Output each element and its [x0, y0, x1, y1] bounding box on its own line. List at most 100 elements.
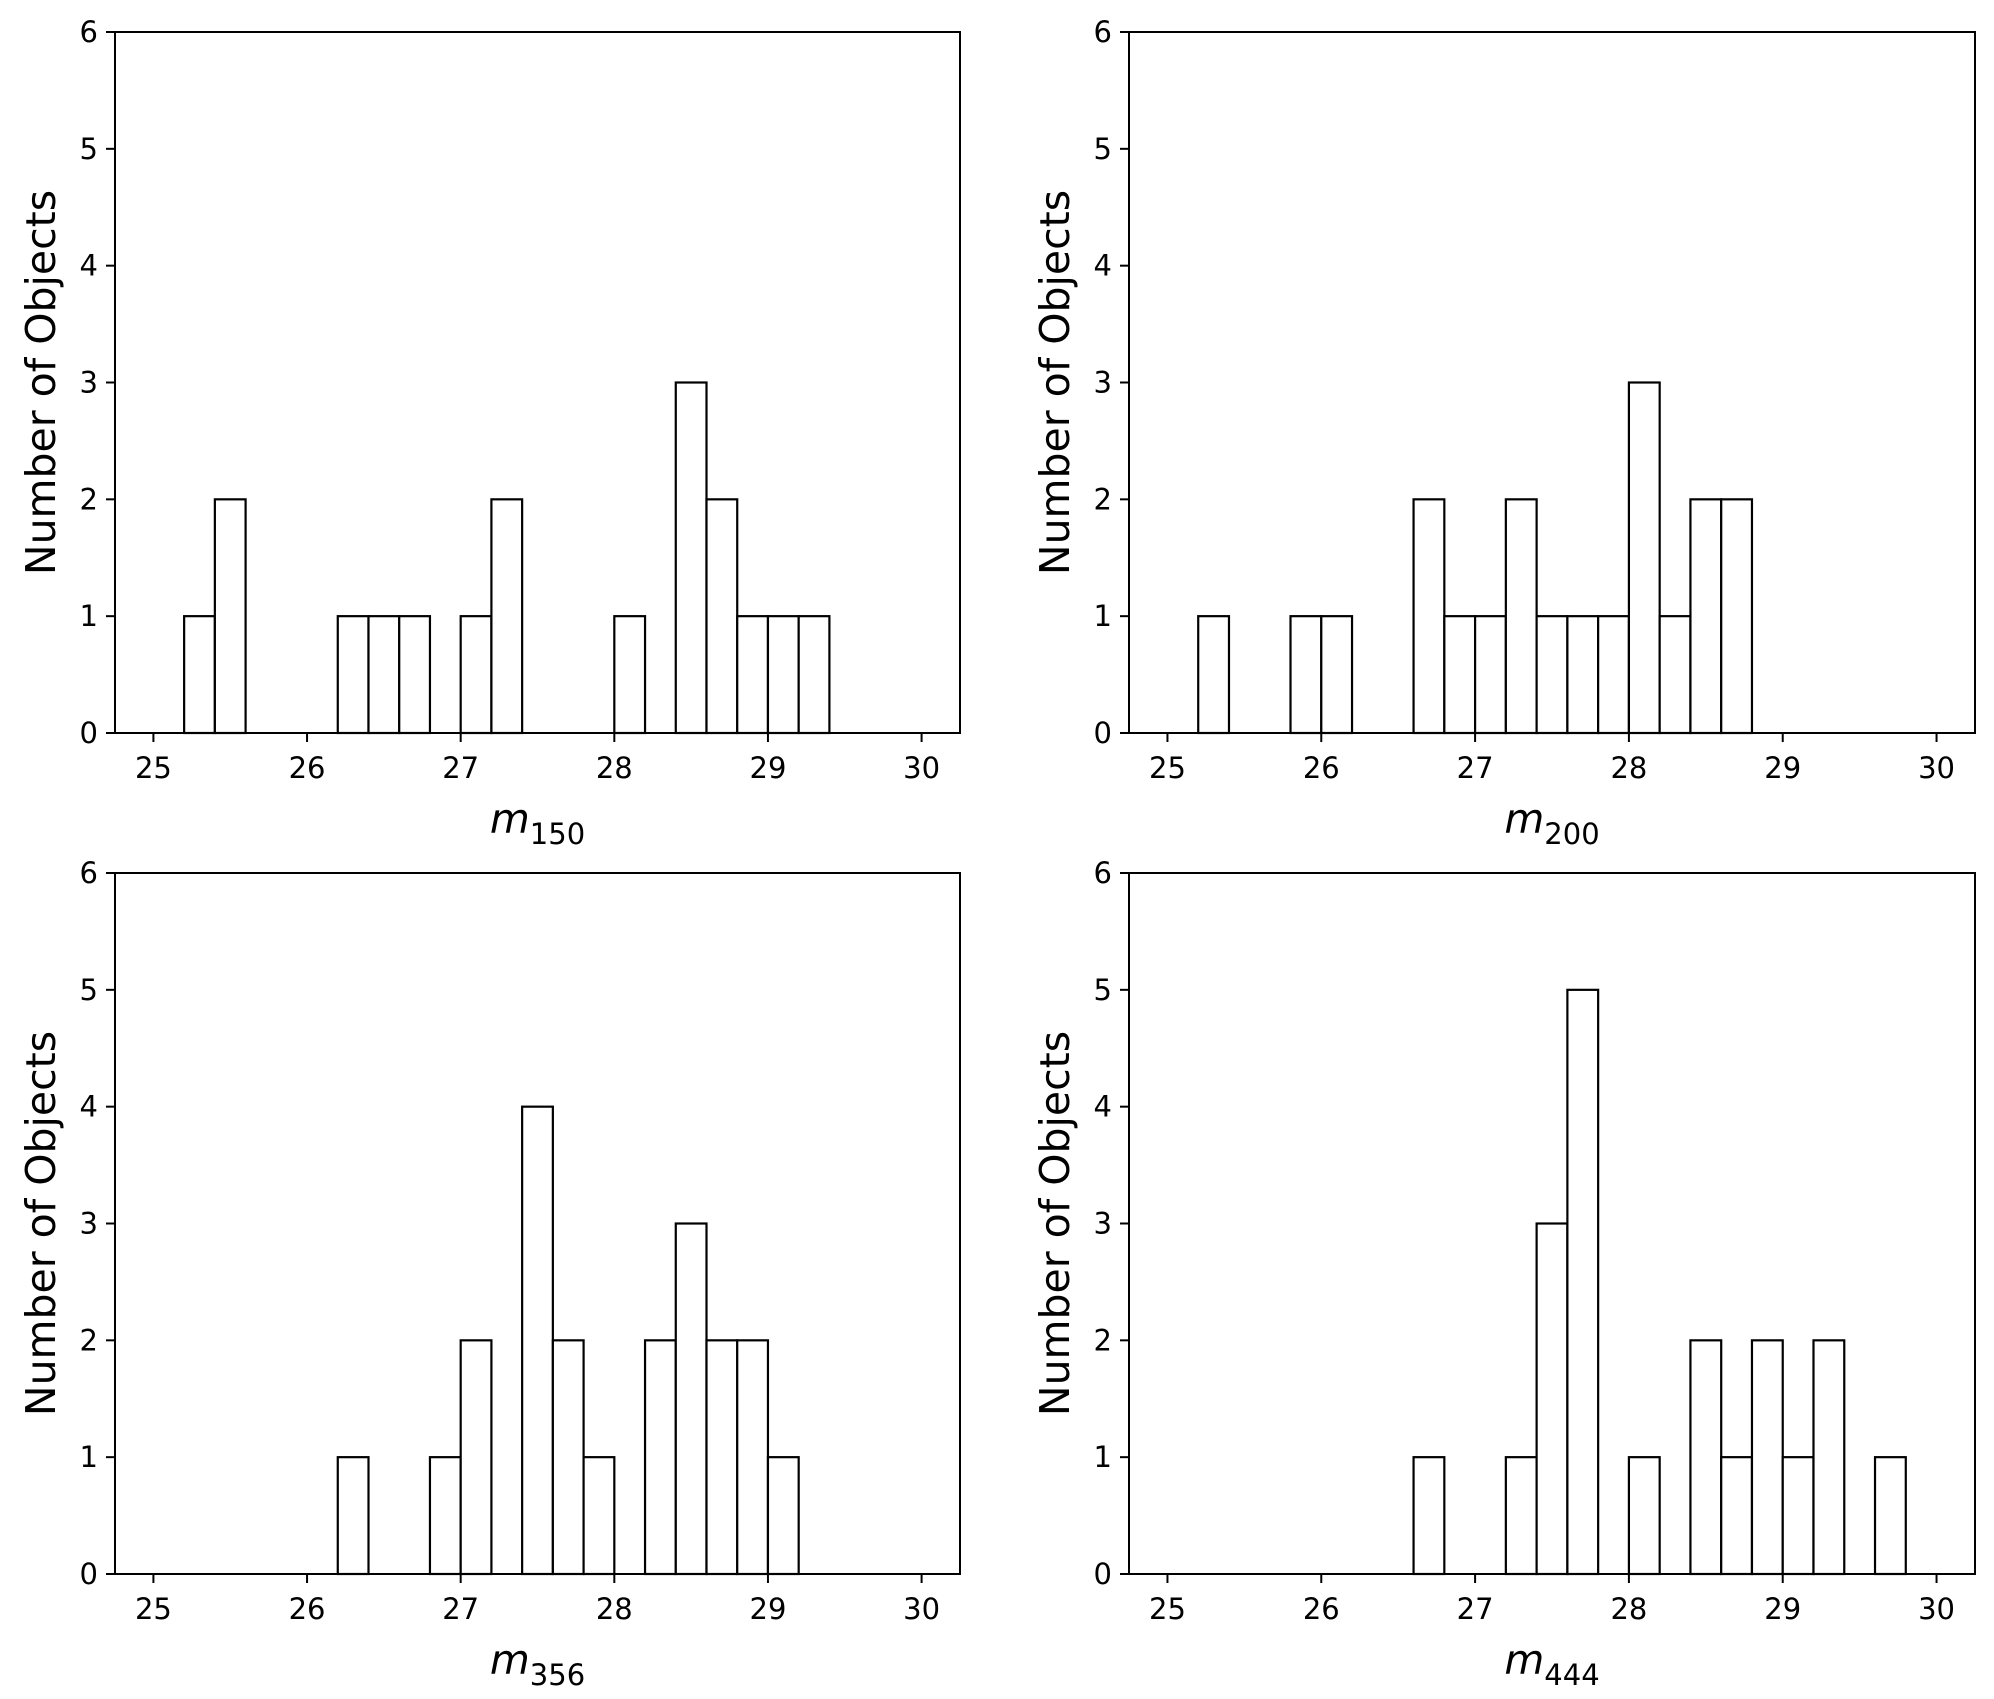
y-tick-label: 6 [1094, 15, 1112, 49]
histogram-bar [1873, 1456, 1907, 1576]
x-tick-label: 29 [750, 751, 787, 785]
histogram-bar [459, 1339, 493, 1576]
histogram-bar [1566, 615, 1600, 735]
y-tick-label: 2 [80, 1323, 98, 1357]
y-tick-label: 0 [1094, 716, 1112, 750]
y-tick-label: 1 [1094, 599, 1112, 633]
histogram-bar [1689, 1339, 1723, 1576]
y-tick-label: 0 [80, 716, 98, 750]
y-tick-label: 3 [80, 1207, 98, 1241]
histogram-bar [1320, 615, 1354, 735]
histogram-bar [490, 498, 524, 735]
x-axis-label-subscript: 200 [1544, 817, 1599, 851]
histogram-bar [736, 1339, 770, 1576]
histogram-bar [613, 615, 647, 735]
y-tick-label: 6 [80, 856, 98, 890]
histogram-bar [1689, 498, 1723, 735]
x-tick-label: 28 [1610, 751, 1647, 785]
y-tick-label: 1 [1094, 1440, 1112, 1474]
histogram-bar [1750, 1339, 1784, 1576]
x-axis-label-variable: m [1504, 795, 1544, 843]
histogram-bar [705, 1339, 739, 1576]
y-axis-label: Number of Objects [17, 1031, 65, 1416]
histogram-bar [428, 1456, 462, 1576]
histogram-bar [674, 1222, 708, 1576]
histogram-bar [459, 615, 493, 735]
x-tick-label: 27 [1457, 1592, 1494, 1626]
x-tick-label: 30 [903, 1592, 940, 1626]
y-tick-label: 4 [80, 1090, 98, 1124]
histogram-panel-4: 25 26 27 28 29 30 0 1 2 3 4 5 6 Number of Objects m444 [1031, 856, 1976, 1692]
x-tick-label: 29 [1764, 751, 1801, 785]
x-axis-label: m356 [490, 1636, 585, 1692]
histogram-bar [1566, 988, 1600, 1576]
histogram-bar [1443, 615, 1477, 735]
histogram-bar [582, 1456, 616, 1576]
histogram-bar [736, 615, 770, 735]
x-axis-label-subscript: 444 [1544, 1658, 1599, 1692]
histogram-bar [1535, 615, 1569, 735]
y-tick-label: 2 [80, 482, 98, 516]
y-tick-label: 2 [1094, 482, 1112, 516]
x-axis-label-subscript: 356 [530, 1658, 585, 1692]
histogram-bar [705, 498, 739, 735]
y-axis-label: Number of Objects [1031, 1031, 1079, 1416]
x-tick-label: 25 [135, 1592, 172, 1626]
y-tick-label: 6 [1094, 856, 1112, 890]
x-tick-label: 27 [442, 1592, 479, 1626]
histogram-bar [1289, 615, 1323, 735]
histogram-bar [766, 1456, 800, 1576]
x-tick-label: 25 [1149, 751, 1186, 785]
histogram-panel-3: 25 26 27 28 29 30 0 1 2 3 4 5 6 Number of Objects m356 [17, 856, 961, 1692]
y-tick-label: 3 [80, 366, 98, 400]
histogram-bar [1720, 1456, 1754, 1576]
x-tick-label: 30 [903, 751, 940, 785]
y-tick-label: 5 [80, 132, 98, 166]
x-tick-label: 26 [1303, 751, 1340, 785]
x-tick-label: 28 [1610, 1592, 1647, 1626]
histogram-bar [1812, 1339, 1846, 1576]
x-axis-label: m200 [1504, 795, 1599, 851]
x-tick-label: 26 [289, 1592, 326, 1626]
y-tick-label: 4 [80, 249, 98, 283]
x-tick-label: 25 [1149, 1592, 1186, 1626]
histogram-bar [1627, 1456, 1661, 1576]
x-tick-label: 28 [596, 751, 633, 785]
x-tick-label: 30 [1918, 751, 1955, 785]
histogram-panel-2: 25 26 27 28 29 30 0 1 2 3 4 5 6 Number of Objects m200 [1031, 15, 1976, 851]
histogram-bar [521, 1105, 554, 1576]
histogram-bar [797, 615, 831, 735]
y-tick-label: 5 [1094, 973, 1112, 1007]
y-tick-label: 0 [80, 1557, 98, 1591]
y-axis-label: Number of Objects [17, 190, 65, 575]
histogram-bar [1535, 1222, 1569, 1576]
y-tick-label: 5 [80, 973, 98, 1007]
histogram-bar [1197, 615, 1231, 735]
histogram-bar [1597, 615, 1631, 735]
y-tick-label: 2 [1094, 1323, 1112, 1357]
histogram-bar [336, 1456, 370, 1576]
y-tick-label: 0 [1094, 1557, 1112, 1591]
x-tick-label: 29 [750, 1592, 787, 1626]
histogram-bar [336, 615, 370, 735]
histogram-bar [643, 1339, 677, 1576]
histogram-bar [1720, 498, 1754, 735]
x-tick-label: 27 [442, 751, 479, 785]
y-tick-label: 4 [1094, 1090, 1112, 1124]
histogram-bar [1473, 615, 1507, 735]
y-tick-label: 1 [80, 599, 98, 633]
x-axis-label-variable: m [490, 1636, 530, 1684]
x-axis-label-variable: m [1504, 1636, 1544, 1684]
histogram-bar [1504, 1456, 1538, 1576]
x-tick-label: 26 [1303, 1592, 1340, 1626]
histogram-bar [1658, 615, 1692, 735]
histogram-panel-1: 25 26 27 28 29 30 0 1 2 3 4 5 6 Number of Objects m150 [17, 15, 961, 851]
histogram-bar [1412, 1456, 1446, 1576]
x-tick-label: 26 [289, 751, 326, 785]
histogram-bar [1781, 1456, 1815, 1576]
histogram-bar [213, 498, 247, 735]
y-axis-label: Number of Objects [1031, 190, 1079, 575]
y-tick-label: 6 [80, 15, 98, 49]
histogram-bar [183, 615, 216, 735]
